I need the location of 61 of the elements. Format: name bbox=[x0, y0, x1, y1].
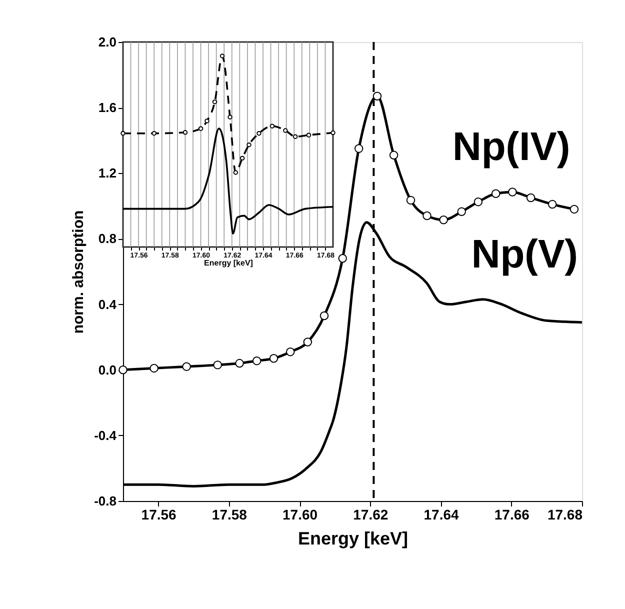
x-tick-label: 17.68 bbox=[547, 506, 583, 522]
series-label: Np(V) bbox=[471, 232, 578, 276]
x-tick-label: 17.56 bbox=[141, 506, 177, 522]
point bbox=[270, 124, 275, 128]
point bbox=[389, 150, 398, 160]
point bbox=[439, 215, 448, 224]
point bbox=[570, 204, 579, 214]
point bbox=[292, 134, 298, 139]
point bbox=[182, 130, 188, 135]
point bbox=[246, 142, 252, 148]
y-tick-label: -0.8 bbox=[94, 494, 116, 508]
point bbox=[150, 364, 158, 373]
x-tick-label: 17.62 bbox=[353, 506, 388, 522]
point bbox=[182, 362, 191, 371]
x-tick-label: 17.66 bbox=[494, 506, 530, 522]
point bbox=[212, 99, 218, 104]
point bbox=[213, 360, 222, 370]
point bbox=[372, 92, 382, 100]
point bbox=[457, 207, 466, 216]
point bbox=[269, 354, 278, 363]
point bbox=[198, 126, 204, 131]
y-tick-label: -0.4 bbox=[94, 428, 118, 443]
x-axis-title: Energy [keV] bbox=[204, 258, 254, 268]
point bbox=[286, 347, 295, 356]
point bbox=[491, 189, 500, 198]
x-axis-title: Energy [keV] bbox=[298, 528, 408, 548]
point bbox=[235, 358, 244, 368]
point bbox=[152, 130, 156, 136]
point bbox=[118, 365, 128, 374]
point bbox=[406, 196, 416, 205]
point bbox=[303, 338, 312, 346]
x-tick-label: 17.58 bbox=[212, 506, 248, 522]
point bbox=[306, 132, 312, 138]
x-tick-label: 17.64 bbox=[424, 506, 459, 522]
point bbox=[220, 54, 225, 58]
point bbox=[252, 356, 262, 366]
point bbox=[233, 170, 238, 175]
point bbox=[320, 311, 329, 320]
point bbox=[354, 144, 364, 153]
series-label: Np(IV) bbox=[452, 125, 570, 170]
point bbox=[338, 254, 347, 263]
point bbox=[330, 130, 336, 136]
point bbox=[508, 188, 517, 196]
point bbox=[548, 200, 557, 209]
y-tick-label: 0.0 bbox=[98, 362, 116, 378]
y-tick-label: 1.6 bbox=[98, 100, 116, 116]
y-tick-label: 0.8 bbox=[98, 231, 116, 246]
x-tick-label: 17.60 bbox=[282, 506, 318, 522]
y-axis-title: norm. absorption bbox=[70, 210, 88, 334]
point bbox=[240, 156, 245, 161]
point bbox=[283, 128, 288, 133]
point bbox=[256, 130, 262, 136]
point bbox=[120, 130, 126, 136]
point bbox=[204, 118, 210, 124]
point bbox=[526, 193, 536, 202]
point bbox=[474, 197, 483, 206]
point bbox=[422, 211, 432, 220]
y-tick-label: 2.0 bbox=[98, 34, 116, 50]
y-tick-label: 0.4 bbox=[98, 296, 118, 312]
y-tick-label: 1.2 bbox=[98, 166, 116, 181]
point bbox=[228, 114, 232, 120]
